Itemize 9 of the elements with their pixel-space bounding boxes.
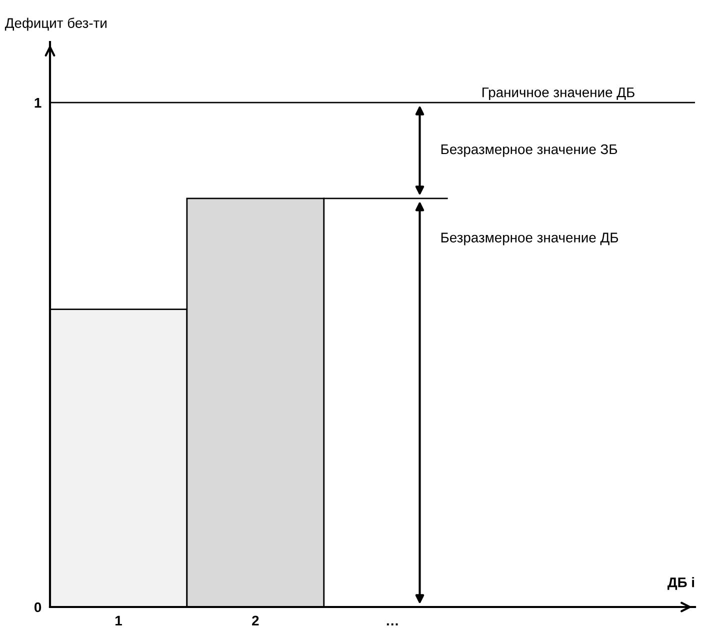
annotation: Безразмерное значение ДБ bbox=[441, 232, 618, 246]
annotation: Безразмерное значение ЗБ bbox=[441, 144, 618, 157]
text: ДБ i bbox=[668, 577, 694, 590]
y-axis-title: Дефицит без-ти bbox=[4, 18, 106, 31]
ref-line-label: Граничное значение ДБ bbox=[482, 88, 634, 100]
x-tick-label: 1 bbox=[115, 616, 122, 626]
x-tick-label: 2 bbox=[252, 616, 259, 626]
x-tick-label: … bbox=[386, 623, 398, 626]
y-tick-label: 0 bbox=[34, 602, 42, 612]
